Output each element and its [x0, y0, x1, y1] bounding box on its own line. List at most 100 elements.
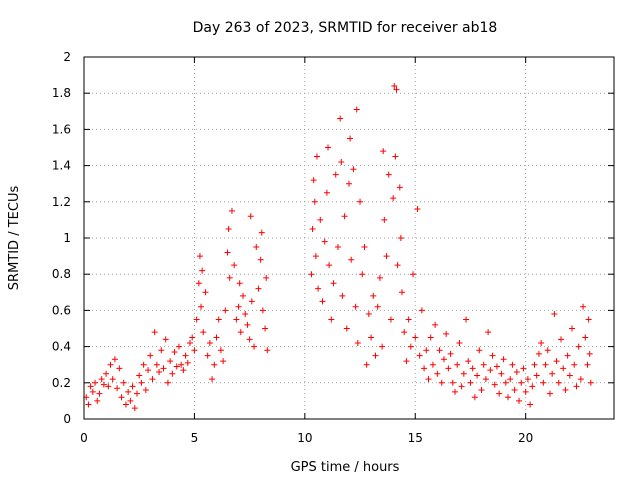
axis-ticks: 0 5 10 15 20 0 0.2 0.4 0.6 0.8 1 1.2 1.4 1.6 1.8 2 [52, 50, 614, 445]
data-point [376, 274, 383, 281]
data-point [311, 198, 318, 205]
data-point [118, 394, 125, 401]
data-point [328, 316, 335, 323]
data-point [380, 148, 387, 155]
data-point [480, 361, 487, 368]
data-point [153, 361, 160, 368]
data-point [138, 379, 145, 386]
data-point [544, 347, 551, 354]
data-point [334, 244, 341, 251]
data-point [338, 158, 345, 165]
x-tick-label: 20 [518, 431, 533, 445]
data-point [264, 347, 271, 354]
y-tick-label: 1.4 [52, 159, 71, 173]
data-point [418, 307, 425, 314]
data-point [162, 336, 169, 343]
data-point [147, 352, 154, 359]
y-tick-label: 0.6 [52, 303, 71, 317]
data-point [184, 359, 191, 366]
data-point [158, 347, 165, 354]
data-point [315, 285, 322, 292]
data-point [313, 153, 320, 160]
data-point [319, 298, 326, 305]
data-point [257, 256, 264, 263]
data-point [456, 339, 463, 346]
data-point [240, 292, 246, 299]
data-point [407, 343, 414, 350]
data-point [381, 216, 388, 223]
data-point [524, 376, 531, 383]
data-point [224, 249, 231, 256]
data-point [584, 361, 591, 368]
data-point [564, 352, 571, 359]
data-point [569, 325, 576, 332]
data-point [209, 376, 216, 383]
data-point [350, 166, 357, 173]
x-axis-label: GPS time / hours [291, 460, 400, 475]
data-point [393, 86, 400, 93]
data-point [542, 361, 549, 368]
data-point [94, 397, 101, 404]
data-point [553, 358, 560, 365]
data-point [352, 303, 359, 310]
data-point [469, 365, 476, 372]
data-point [196, 253, 203, 260]
data-point [200, 329, 207, 336]
data-point [443, 330, 450, 337]
data-point [247, 213, 254, 220]
data-point [142, 387, 149, 394]
data-point [558, 336, 564, 343]
data-point [507, 376, 514, 383]
data-point [173, 363, 180, 370]
data-point [222, 307, 229, 314]
data-point [354, 339, 361, 346]
data-point [255, 285, 262, 292]
data-point [560, 365, 567, 372]
data-point [187, 339, 193, 346]
data-point [237, 329, 244, 336]
data-point [370, 292, 377, 299]
data-point [189, 334, 196, 341]
data-point [410, 271, 417, 278]
data-point [180, 367, 187, 374]
data-point [309, 225, 316, 232]
data-point [246, 336, 253, 343]
data-point [505, 394, 511, 401]
data-point [308, 271, 315, 278]
data-point [220, 358, 227, 365]
data-point [474, 372, 481, 379]
data-point [337, 115, 344, 122]
data-point [145, 367, 152, 374]
data-point [100, 381, 107, 388]
data-point [573, 383, 580, 390]
data-point [365, 311, 372, 318]
data-point [87, 383, 94, 390]
data-point [440, 356, 447, 363]
data-point [136, 372, 143, 379]
data-points [83, 82, 594, 412]
data-point [105, 383, 112, 390]
data-point [465, 358, 472, 365]
data-point [397, 235, 404, 241]
data-point [191, 347, 198, 354]
data-point [164, 379, 171, 386]
data-point [211, 361, 218, 368]
data-point [175, 343, 182, 350]
data-point [511, 387, 518, 394]
data-point [582, 334, 589, 341]
data-point [156, 368, 163, 375]
data-point [339, 292, 346, 299]
data-point [390, 195, 397, 202]
data-point [125, 388, 132, 395]
data-point [527, 401, 534, 408]
y-tick-label: 1.6 [52, 122, 71, 136]
data-point [372, 352, 379, 359]
data-point [167, 358, 174, 365]
data-point [538, 339, 545, 346]
chart-title: Day 263 of 2023, SRMTID for receiver ab1… [193, 20, 498, 36]
data-point [405, 316, 412, 323]
data-point [116, 365, 123, 372]
data-point [248, 298, 255, 305]
data-point [471, 394, 478, 401]
